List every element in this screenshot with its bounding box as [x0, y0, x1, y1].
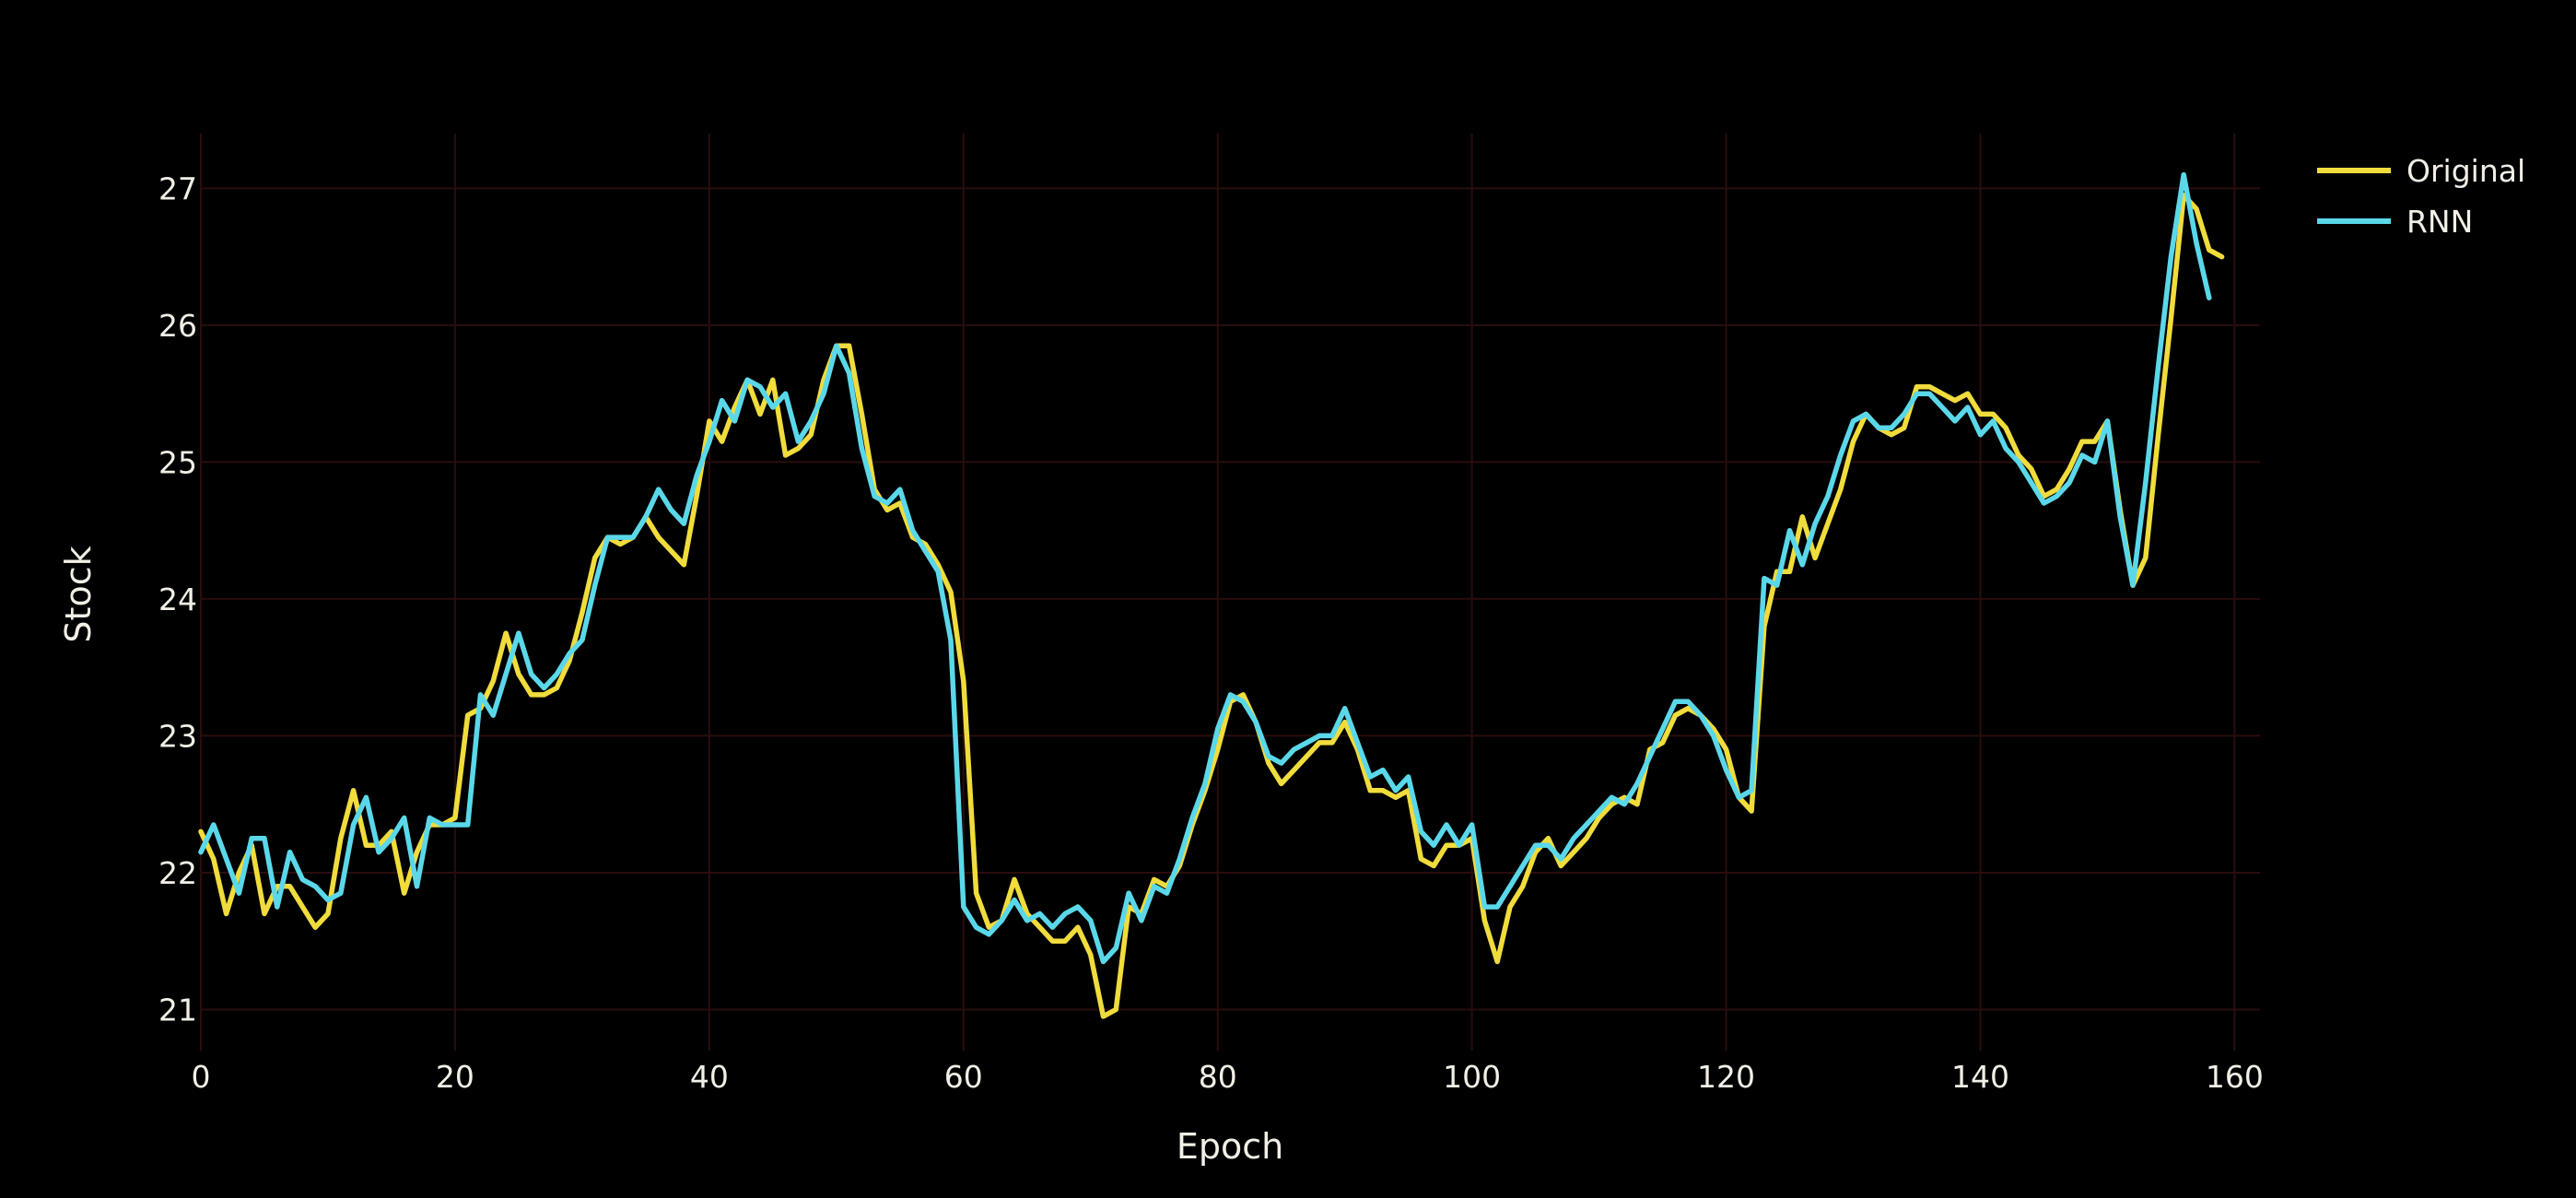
series-line-rnn	[198, 171, 2212, 965]
y-tick-label: 24	[158, 581, 197, 617]
x-tick-label: 60	[944, 1059, 983, 1095]
series-line-original	[198, 193, 2225, 1019]
x-axis-title: Epoch	[1177, 1126, 1283, 1167]
y-tick-label: 26	[158, 308, 197, 344]
x-tick-label: 40	[690, 1059, 729, 1095]
y-tick-labels: 21 22 23 24 25 26 27	[158, 170, 197, 1028]
legend-label: Original	[2406, 153, 2525, 189]
y-tick-label: 23	[158, 718, 197, 754]
x-tick-label: 20	[436, 1059, 474, 1095]
x-tick-label: 120	[1697, 1059, 1755, 1095]
y-axis-title: Stock	[58, 546, 99, 642]
y-tick-label: 21	[158, 992, 197, 1028]
x-tick-label: 100	[1443, 1059, 1501, 1095]
x-tick-label: 80	[1199, 1059, 1237, 1095]
y-tick-label: 27	[158, 170, 197, 206]
y-tick-label: 22	[158, 855, 197, 891]
legend-item-rnn[interactable]: RNN	[2317, 204, 2473, 240]
x-tick-label: 0	[192, 1059, 211, 1095]
gridlines	[200, 134, 2260, 1051]
y-tick-label: 25	[158, 444, 197, 480]
legend[interactable]: Original RNN	[2317, 153, 2525, 240]
series-lines	[198, 171, 2225, 1019]
x-tick-labels: 0 20 40 60 80 100 120 140 160	[192, 1059, 2264, 1095]
x-tick-label: 140	[1951, 1059, 2009, 1095]
x-tick-label: 160	[2206, 1059, 2264, 1095]
legend-item-original[interactable]: Original	[2317, 153, 2525, 189]
legend-label: RNN	[2406, 204, 2473, 240]
